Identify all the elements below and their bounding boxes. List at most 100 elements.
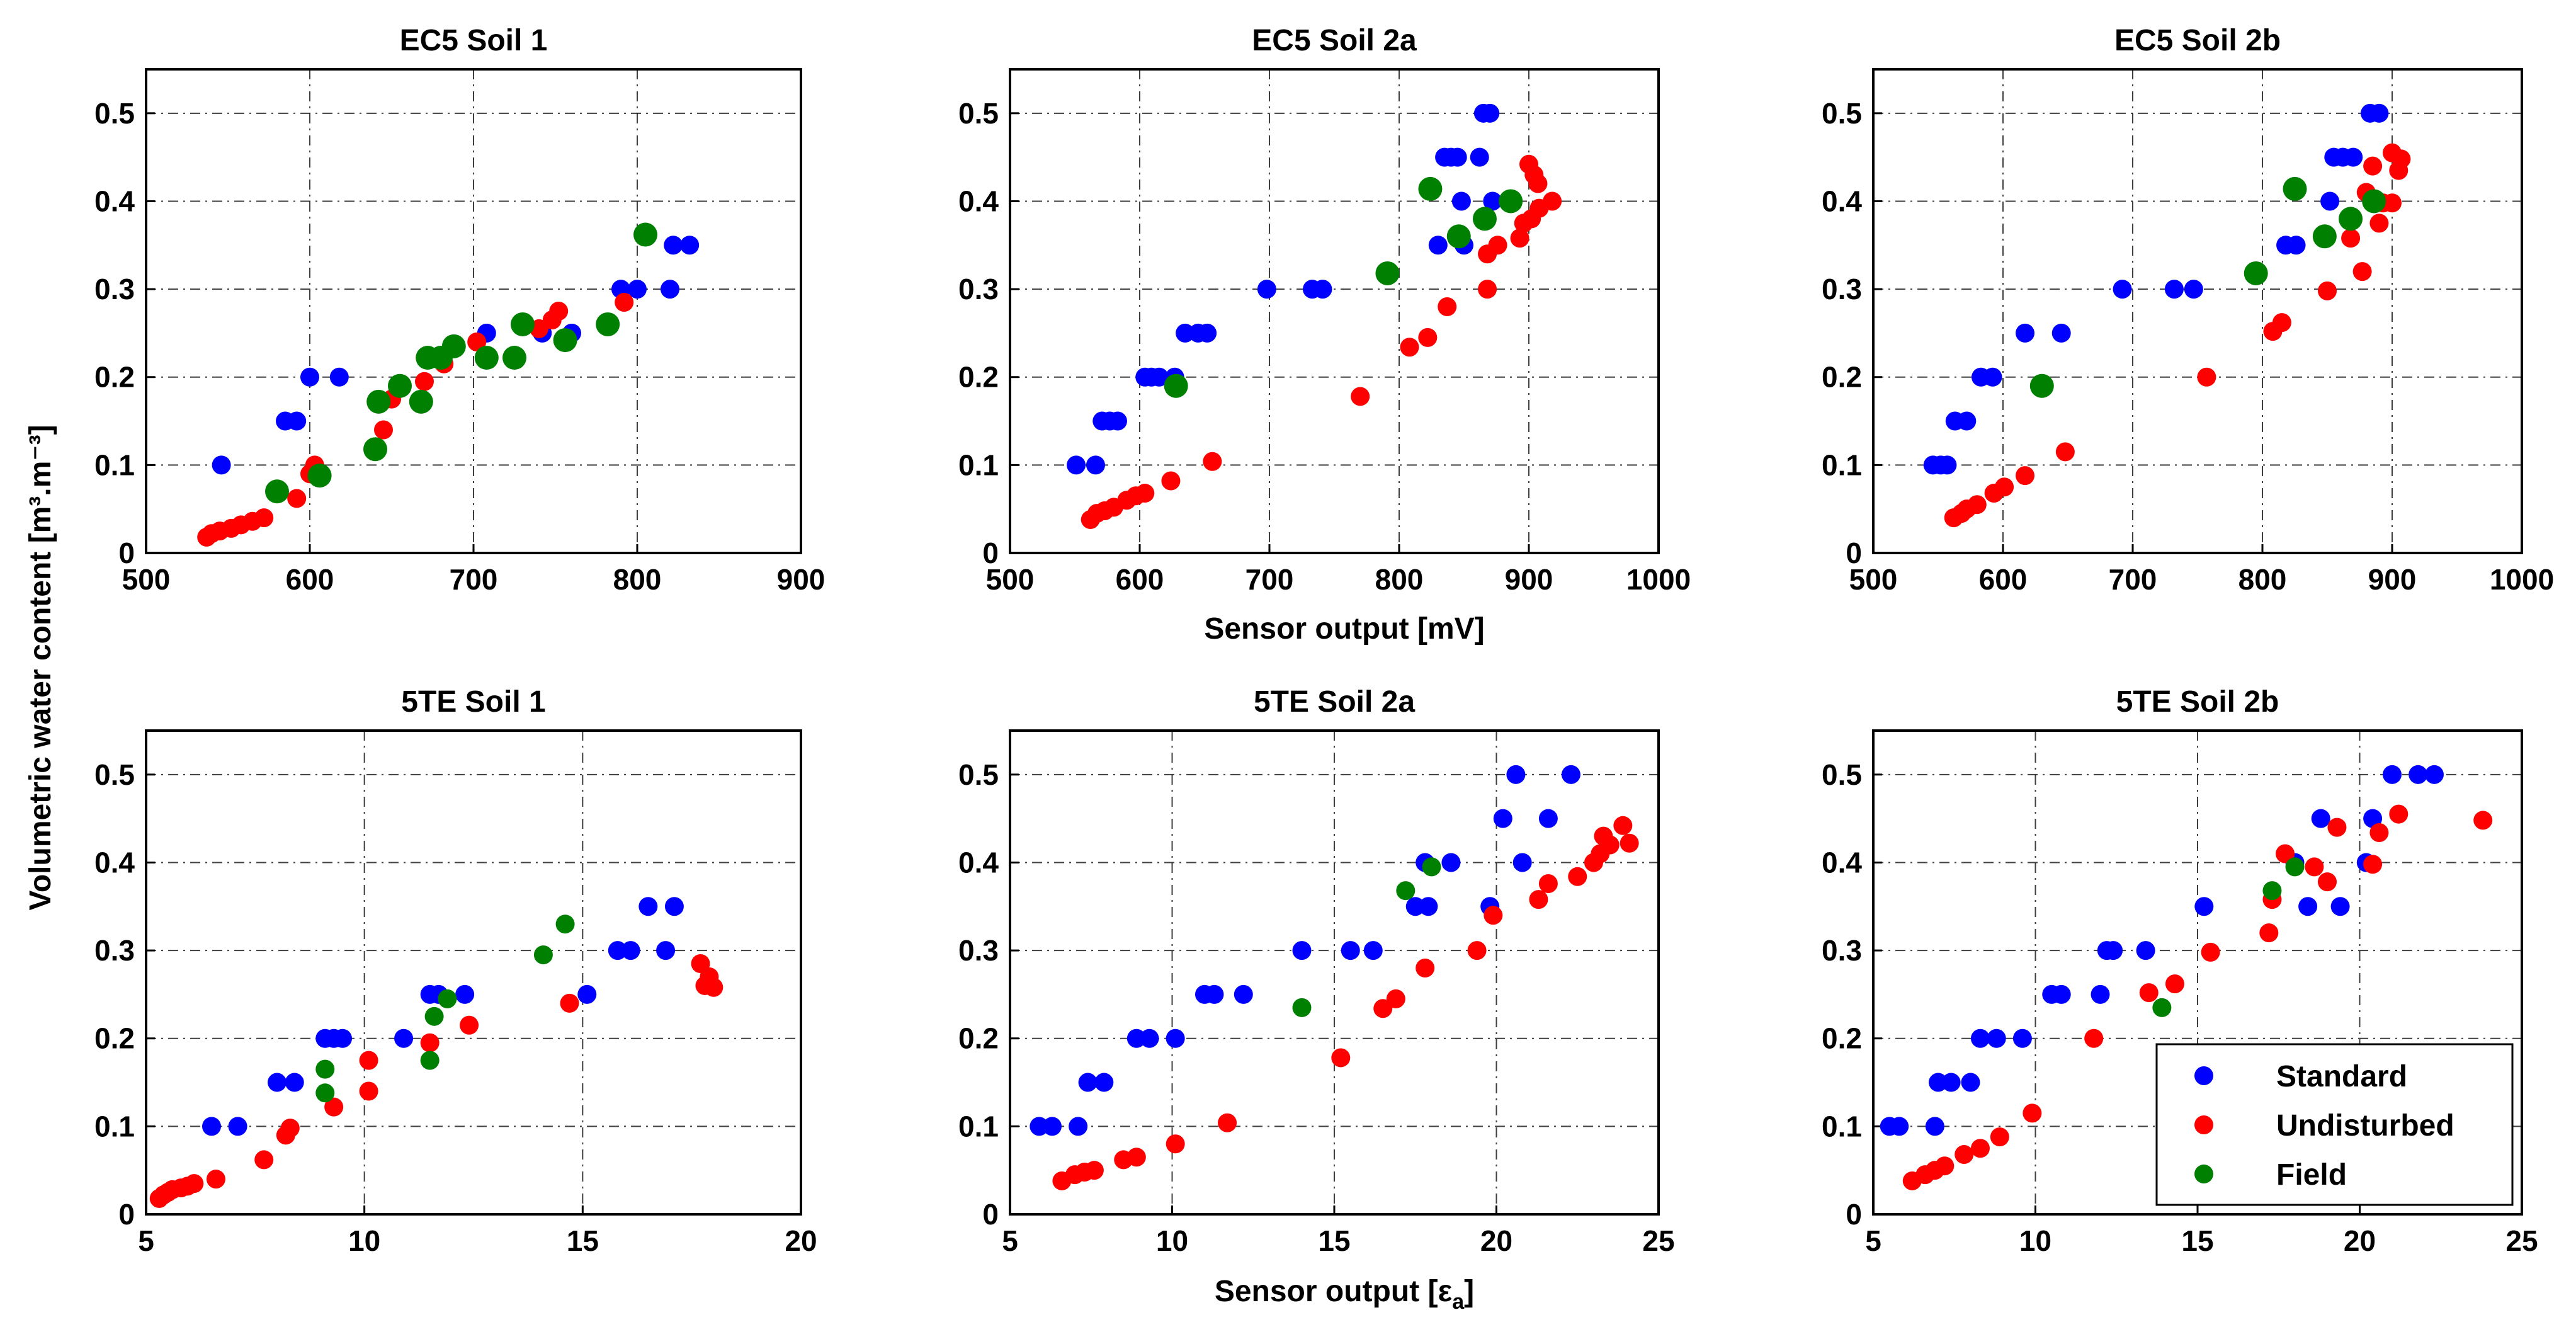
series-undisturbed xyxy=(149,954,723,1208)
data-point-standard xyxy=(1086,455,1105,475)
y-tick-label: 0 xyxy=(118,537,135,569)
y-tick-label: 0.1 xyxy=(1822,448,1862,481)
data-point-standard xyxy=(1538,809,1558,828)
y-tick-label: 0.3 xyxy=(94,934,135,967)
data-point-standard xyxy=(2184,280,2203,299)
x-tick-label: 5 xyxy=(138,1224,154,1257)
series-field xyxy=(265,222,657,504)
data-point-undisturbed xyxy=(2139,983,2159,1003)
data-point-field xyxy=(2244,261,2268,285)
data-point-standard xyxy=(2051,984,2071,1004)
x-tick-label: 15 xyxy=(2181,1224,2213,1257)
x-tick-label: 5 xyxy=(1865,1224,1881,1257)
data-point-standard xyxy=(621,941,640,960)
data-point-standard xyxy=(2344,147,2363,167)
data-point-undisturbed xyxy=(2201,942,2220,962)
data-point-standard xyxy=(1938,455,1957,475)
data-point-standard xyxy=(577,984,597,1004)
legend-marker-field xyxy=(2194,1165,2213,1183)
x-tick-label: 1000 xyxy=(1626,563,1691,596)
legend-label-standard: Standard xyxy=(2276,1060,2407,1093)
data-point-undisturbed xyxy=(374,420,393,440)
data-point-standard xyxy=(1961,1073,1980,1092)
series-undisturbed xyxy=(1081,154,1562,529)
y-tick-label: 0.2 xyxy=(94,1022,135,1055)
data-point-field xyxy=(553,328,577,353)
data-point-standard xyxy=(2012,1028,2032,1048)
x-tick-label: 900 xyxy=(2368,563,2417,596)
data-point-undisturbed xyxy=(280,1119,300,1138)
data-point-undisturbed xyxy=(2084,1028,2104,1048)
x-axis-label-bottom-main: Sensor output [ε xyxy=(1215,1275,1453,1308)
data-point-standard xyxy=(2363,809,2383,828)
data-point-undisturbed xyxy=(1386,989,1405,1008)
data-point-undisturbed xyxy=(206,1170,225,1189)
y-tick-label: 0.3 xyxy=(958,273,999,305)
data-point-standard xyxy=(1925,1117,1944,1136)
y-tick-label: 0.4 xyxy=(1822,846,1862,879)
data-point-standard xyxy=(1205,984,1224,1004)
series-undisturbed xyxy=(1944,143,2411,528)
data-point-undisturbed xyxy=(1935,1156,1955,1176)
data-point-undisturbed xyxy=(2259,923,2279,943)
data-point-standard xyxy=(1987,1028,2006,1048)
data-point-undisturbed xyxy=(1416,959,1435,978)
data-point-undisturbed xyxy=(2165,974,2184,994)
legend: Standard Undisturbed Field xyxy=(2155,1043,2514,1206)
y-tick-label: 0.4 xyxy=(94,846,135,879)
data-point-undisturbed xyxy=(1990,1127,2009,1147)
data-point-standard xyxy=(228,1117,247,1136)
legend-marker-standard xyxy=(2194,1066,2213,1085)
y-tick-label: 0.5 xyxy=(94,97,135,130)
data-point-undisturbed xyxy=(2023,1103,2042,1123)
panel-title: 5TE Soil 1 xyxy=(401,685,545,719)
data-point-standard xyxy=(1493,809,1512,828)
data-point-undisturbed xyxy=(549,302,569,321)
data-point-undisturbed xyxy=(2363,855,2383,874)
y-tick-label: 0 xyxy=(982,1198,999,1231)
data-point-undisturbed xyxy=(1400,338,1419,357)
data-point-undisturbed xyxy=(2318,872,2337,892)
data-point-standard xyxy=(1428,236,1448,255)
data-point-standard xyxy=(1512,853,1532,872)
series-standard xyxy=(202,897,684,1136)
x-tick-label: 600 xyxy=(286,563,334,596)
data-point-undisturbed xyxy=(1620,833,1639,853)
data-point-standard xyxy=(1957,411,1977,431)
data-point-undisturbed xyxy=(2392,149,2411,169)
x-tick-label: 25 xyxy=(2505,1224,2538,1257)
data-point-field xyxy=(1472,207,1497,231)
data-point-undisturbed xyxy=(254,1150,274,1170)
y-tick-label: 0 xyxy=(1846,1198,1862,1231)
data-point-undisturbed xyxy=(1084,1161,1104,1180)
legend-label-undisturbed: Undisturbed xyxy=(2276,1109,2454,1142)
y-tick-label: 0.5 xyxy=(958,758,999,791)
data-point-undisturbed xyxy=(324,1097,344,1117)
data-point-undisturbed xyxy=(560,993,579,1013)
x-tick-label: 10 xyxy=(2019,1224,2051,1257)
data-point-field xyxy=(2312,224,2337,249)
x-tick-label: 20 xyxy=(2344,1224,2376,1257)
data-point-standard xyxy=(1483,191,1502,211)
data-point-undisturbed xyxy=(2473,811,2493,830)
data-point-undisturbed xyxy=(2327,818,2347,837)
data-point-standard xyxy=(2164,280,2184,299)
y-tick-label: 0.3 xyxy=(958,934,999,967)
data-point-undisturbed xyxy=(1543,191,1562,211)
y-tick-label: 0.5 xyxy=(1822,97,1862,130)
data-point-undisturbed xyxy=(1351,387,1370,406)
x-tick-label: 500 xyxy=(986,563,1035,596)
series-field xyxy=(1164,176,1523,398)
series-field xyxy=(315,915,575,1103)
data-point-standard xyxy=(2051,323,2071,343)
x-tick-label: 800 xyxy=(613,563,662,596)
data-point-standard xyxy=(2311,809,2330,828)
data-point-field xyxy=(265,479,289,504)
data-point-field xyxy=(555,915,575,934)
data-point-undisturbed xyxy=(1488,236,1507,255)
data-point-field xyxy=(633,222,657,247)
data-point-field xyxy=(2285,857,2305,877)
data-point-standard xyxy=(1149,367,1169,387)
data-point-undisturbed xyxy=(2197,367,2216,387)
